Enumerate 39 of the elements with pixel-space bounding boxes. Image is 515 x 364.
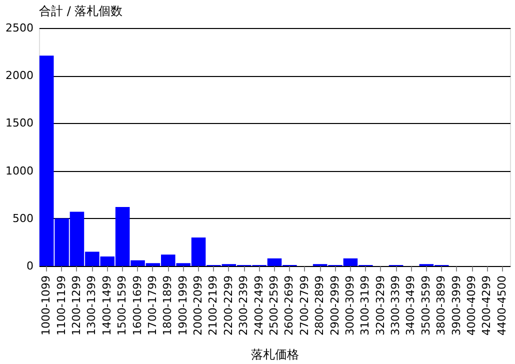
- x-tick-label: 4400-4500: [495, 276, 508, 336]
- chart-title: 合計 / 落札個数: [39, 4, 123, 18]
- x-tick-label: 3400-3499: [404, 276, 418, 336]
- y-tick-label: 2000: [6, 69, 34, 82]
- x-tick-label: 2700-2799: [298, 276, 311, 336]
- x-tick-label: 2300-2399: [237, 276, 250, 336]
- y-tick-label: 1500: [6, 116, 34, 130]
- x-tick-label: 3500-3599: [419, 276, 432, 336]
- x-tick-label: 2600-2699: [282, 276, 296, 336]
- x-tick-label: 1700-1799: [146, 276, 159, 336]
- x-tick-label: 1400-1499: [100, 276, 114, 336]
- x-tick-label: 3300-3399: [389, 276, 402, 336]
- y-tick-label: 2500: [6, 22, 34, 34]
- x-tick-label: 2900-2999: [328, 276, 342, 336]
- x-tick-label: 4000-4099: [465, 276, 478, 336]
- x-tick-label: 4200-4299: [480, 276, 494, 336]
- x-tick-label: 2100-2199: [206, 276, 220, 336]
- y-tick-label: 1000: [6, 164, 34, 178]
- y-tick-label: 500: [12, 212, 34, 225]
- x-tick-label: 2200-2299: [222, 276, 235, 336]
- x-tick-label: 1900-1999: [176, 276, 190, 336]
- x-tick-label: 3200-3299: [374, 276, 387, 336]
- x-tick-label: 2800-2899: [313, 276, 326, 336]
- x-tick-label: 1300-1399: [85, 276, 98, 336]
- x-tick-label: 1100-1199: [54, 276, 68, 336]
- x-tick-label: 1500-1599: [116, 276, 129, 336]
- x-tick-label: 3900-3999: [450, 276, 463, 336]
- x-tick-label: 3000-3099: [343, 276, 356, 336]
- x-tick-label: 1800-1899: [161, 276, 174, 336]
- x-tick-label: 2000-2099: [192, 276, 205, 336]
- x-tick-label: 1000-1099: [40, 276, 53, 336]
- x-tick-label: 1200-1299: [70, 276, 83, 336]
- x-tick-label: 2400-2499: [252, 276, 266, 336]
- x-tick-label: 1600-1699: [130, 276, 144, 336]
- x-tick-label: 2500-2599: [268, 276, 280, 336]
- x-tick-label: 3100-3199: [358, 276, 372, 336]
- x-tick-label: 3800-3899: [434, 276, 448, 336]
- y-tick-label: 0: [26, 260, 34, 272]
- x-axis-title: 落札価格: [251, 347, 299, 362]
